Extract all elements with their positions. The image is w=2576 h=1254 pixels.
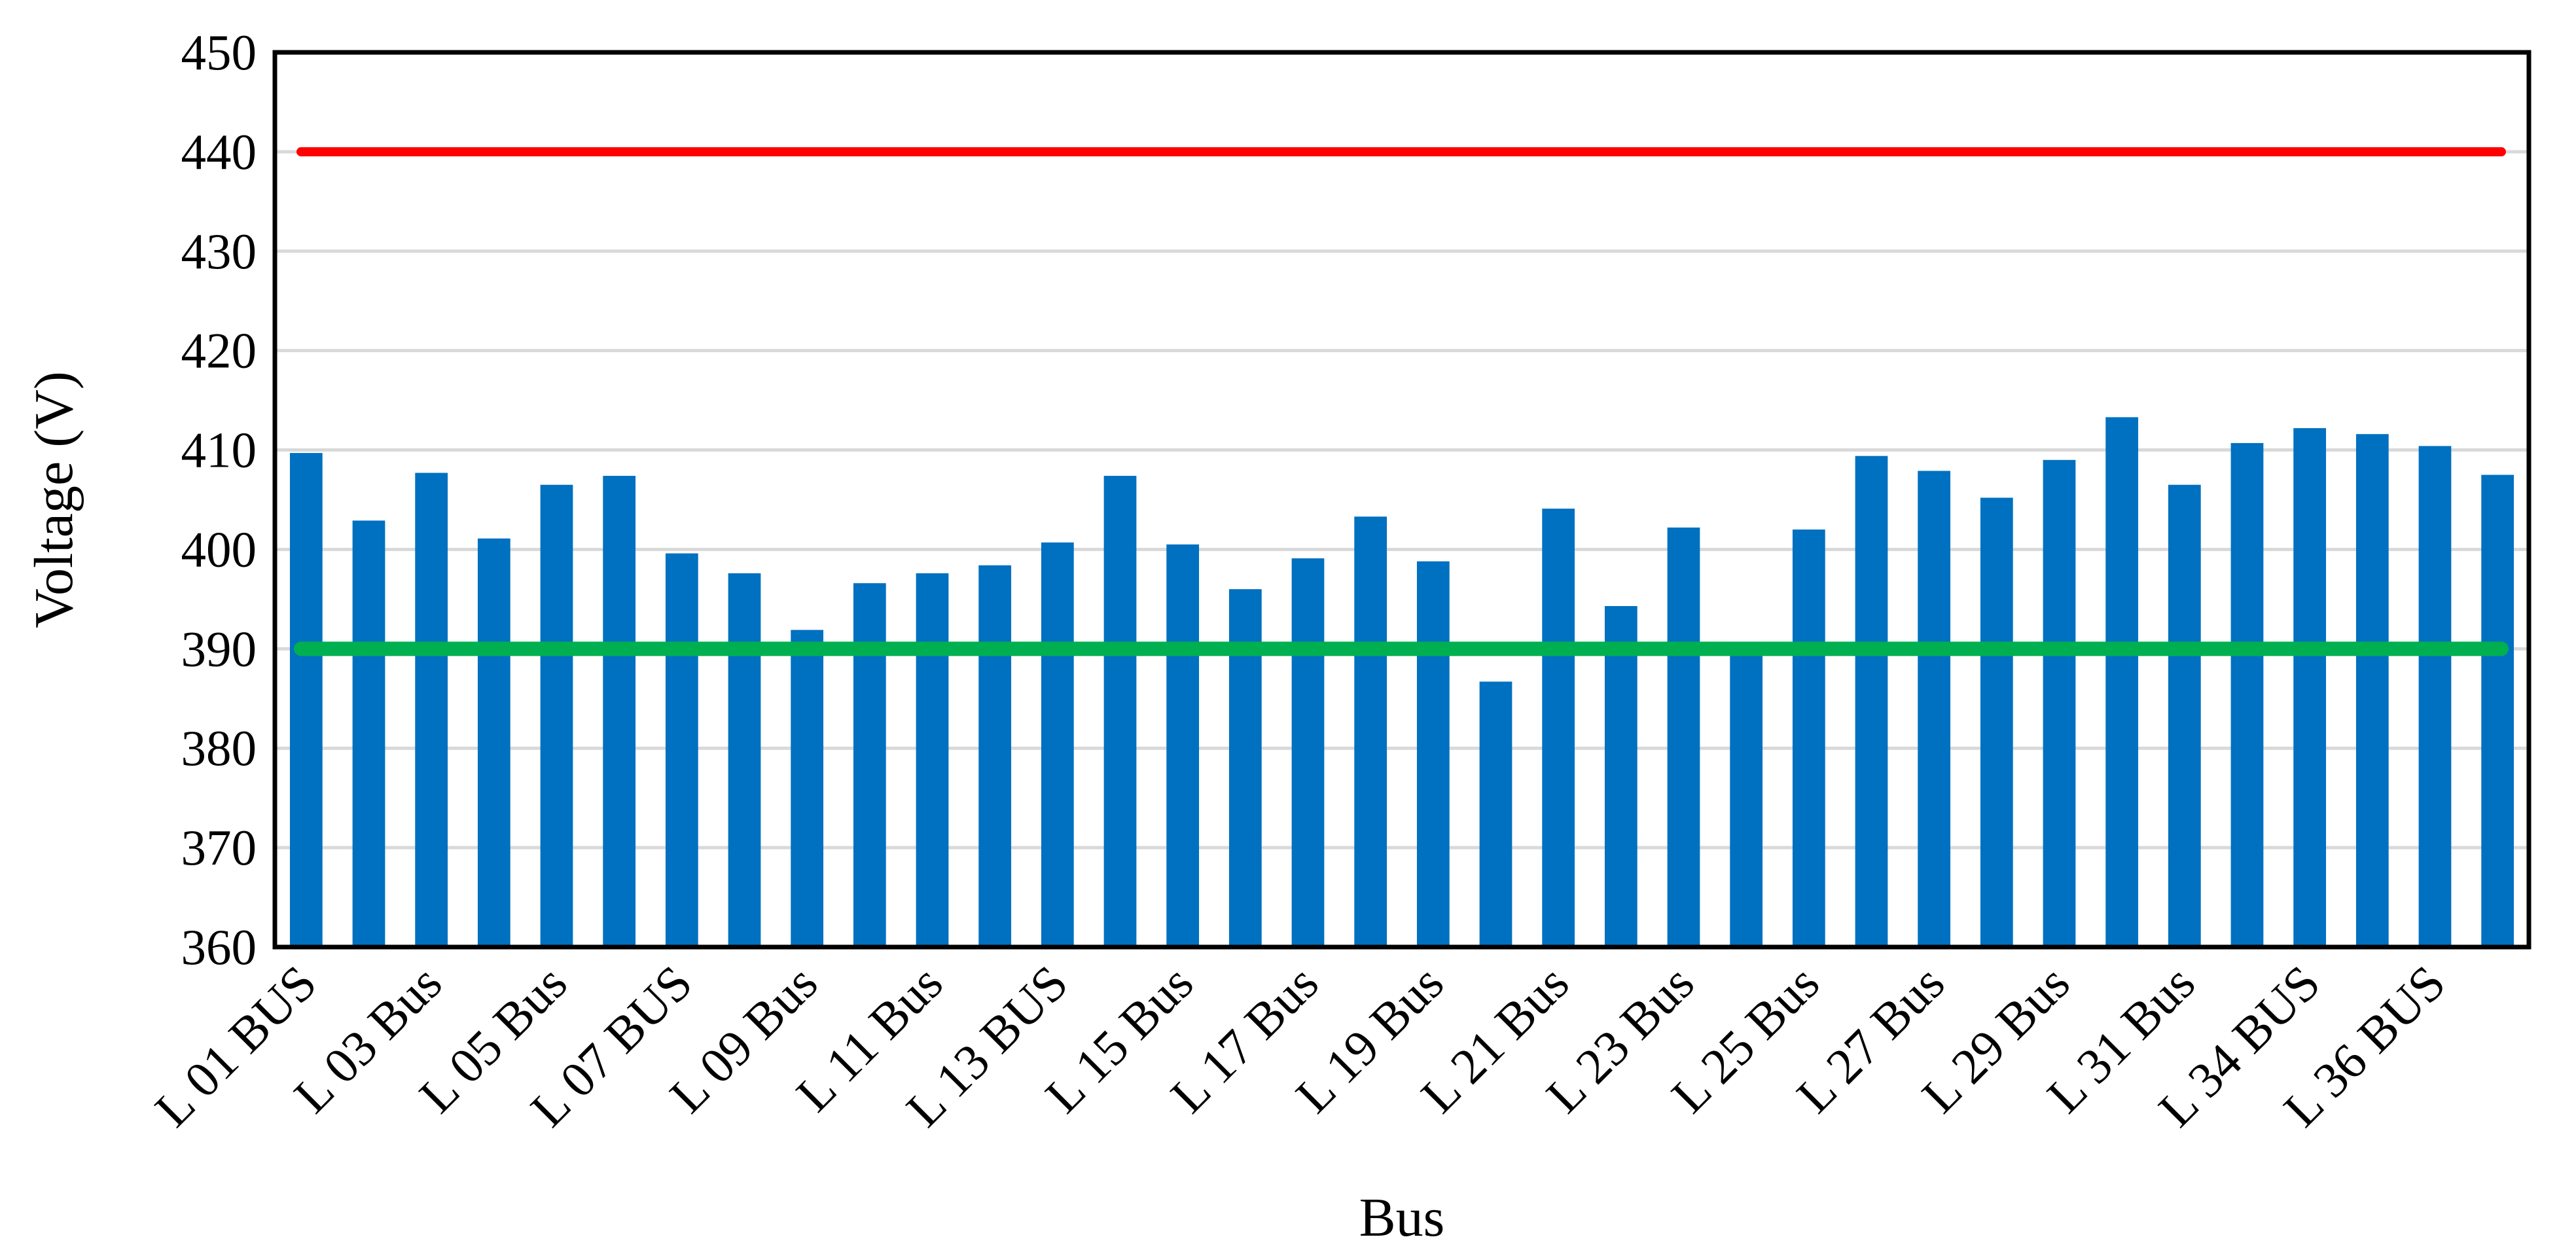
y-tick-label: 360 xyxy=(181,919,257,975)
reference-lines xyxy=(294,147,2509,656)
bar xyxy=(289,453,323,947)
bar xyxy=(1667,528,1700,947)
bar xyxy=(1041,542,1074,947)
bar xyxy=(2043,459,2076,947)
bar xyxy=(728,573,761,947)
bar xyxy=(2105,417,2139,947)
bar xyxy=(853,583,886,947)
bar xyxy=(1354,516,1387,947)
bar xyxy=(1604,606,1637,947)
bar xyxy=(1730,649,1763,947)
bar xyxy=(1918,471,1951,947)
bar xyxy=(665,553,698,947)
bar xyxy=(352,520,385,947)
bars xyxy=(289,417,2514,947)
bar xyxy=(916,573,949,947)
bar xyxy=(2355,434,2389,947)
y-axis-title: Voltage (V) xyxy=(24,371,84,628)
bar xyxy=(1855,456,1888,947)
bar xyxy=(1291,558,1325,947)
y-tick-label: 450 xyxy=(181,24,257,81)
bar xyxy=(2168,484,2201,947)
y-tick-label: 410 xyxy=(181,422,257,478)
bar xyxy=(2230,442,2264,947)
bar xyxy=(2293,428,2327,947)
bar xyxy=(791,630,824,947)
bar xyxy=(1542,509,1575,947)
bar xyxy=(415,473,448,947)
bar xyxy=(477,538,510,947)
bar xyxy=(2481,475,2514,947)
y-tick-label: 430 xyxy=(181,223,257,279)
y-axis-ticks: 360 370 380 390 400 410 420 430 440 450 xyxy=(181,24,257,975)
bar xyxy=(1416,561,1450,947)
bar xyxy=(1792,529,1825,947)
bar xyxy=(603,476,636,947)
y-tick-label: 400 xyxy=(181,521,257,577)
x-tick-label: L 01 BUS xyxy=(144,954,327,1138)
y-tick-label: 380 xyxy=(181,720,257,776)
bar xyxy=(1479,681,1512,947)
bar xyxy=(2418,446,2452,947)
bar xyxy=(1166,544,1200,947)
bar xyxy=(540,484,573,947)
y-tick-label: 370 xyxy=(181,819,257,876)
plot-frame xyxy=(272,50,2531,950)
y-tick-label: 440 xyxy=(181,124,257,180)
y-tick-label: 390 xyxy=(181,620,257,677)
bar xyxy=(1103,476,1137,947)
y-tick-label: 420 xyxy=(181,323,257,379)
bar xyxy=(978,565,1012,947)
x-axis-title: Bus xyxy=(1359,1187,1445,1248)
bar xyxy=(1980,497,2013,947)
